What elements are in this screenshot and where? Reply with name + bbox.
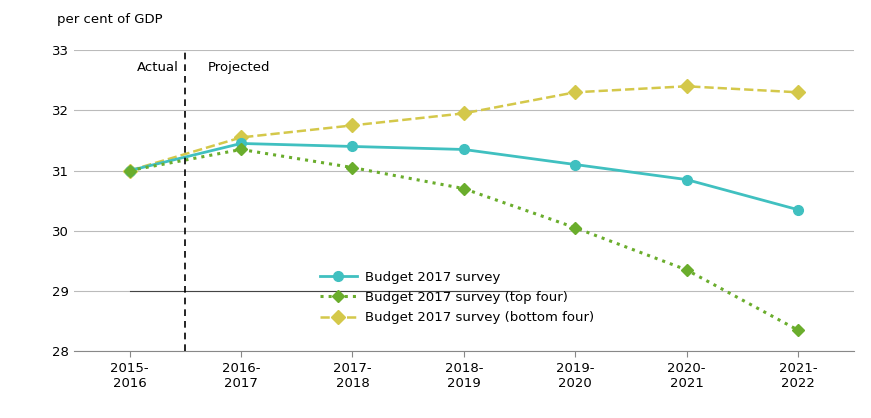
Text: per cent of GDP: per cent of GDP (57, 13, 162, 25)
Text: Projected: Projected (207, 61, 270, 74)
Text: Actual: Actual (137, 61, 179, 74)
Legend: Budget 2017 survey, Budget 2017 survey (top four), Budget 2017 survey (bottom fo: Budget 2017 survey, Budget 2017 survey (… (314, 265, 599, 329)
